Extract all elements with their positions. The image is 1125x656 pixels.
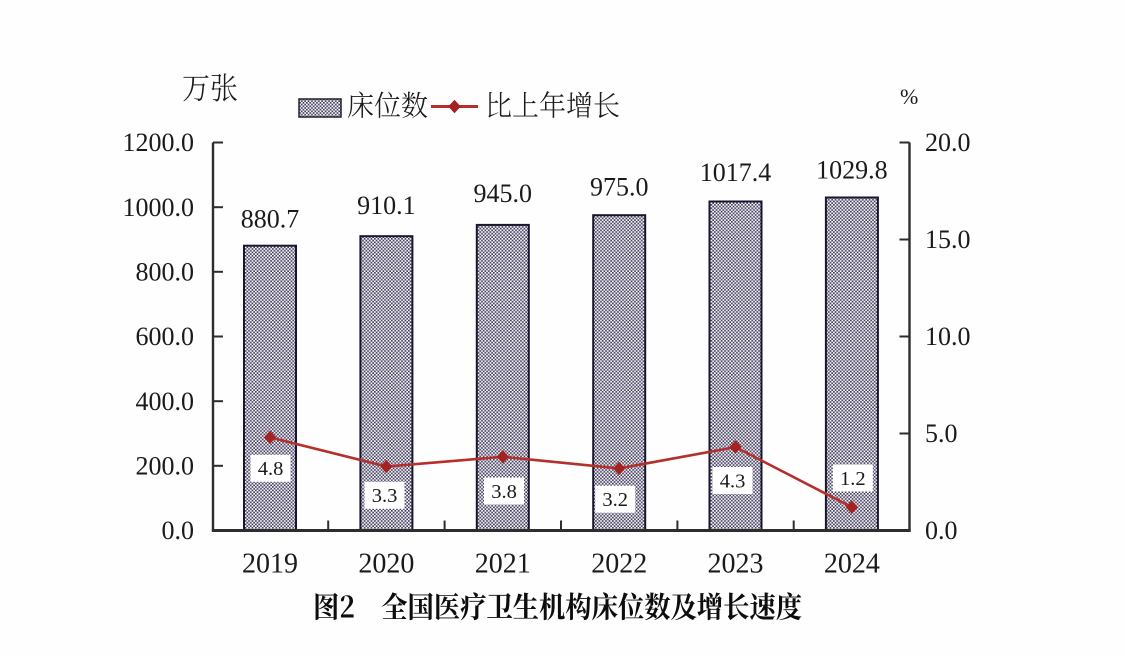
svg-text:1000.0: 1000.0 (123, 193, 195, 222)
svg-text:2024: 2024 (824, 549, 880, 580)
svg-text:%: % (900, 84, 918, 109)
svg-text:0.0: 0.0 (162, 516, 195, 545)
svg-text:0.0: 0.0 (925, 516, 958, 545)
svg-text:10.0: 10.0 (925, 322, 971, 351)
svg-text:400.0: 400.0 (136, 387, 195, 416)
svg-text:15.0: 15.0 (925, 225, 971, 254)
svg-text:5.0: 5.0 (925, 419, 958, 448)
svg-text:2021: 2021 (475, 549, 531, 580)
svg-text:2022: 2022 (591, 549, 647, 580)
svg-text:880.7: 880.7 (241, 205, 300, 234)
svg-text:1029.8: 1029.8 (816, 156, 888, 185)
svg-text:1017.4: 1017.4 (700, 158, 772, 187)
svg-text:3.8: 3.8 (491, 481, 517, 503)
svg-text:4.3: 4.3 (720, 470, 746, 492)
svg-text:2020: 2020 (358, 549, 414, 580)
svg-text:1.2: 1.2 (840, 468, 866, 490)
svg-text:20.0: 20.0 (925, 128, 971, 157)
svg-text:4.8: 4.8 (258, 458, 284, 480)
svg-text:800.0: 800.0 (136, 257, 195, 286)
svg-text:945.0: 945.0 (474, 179, 533, 208)
svg-text:2019: 2019 (242, 549, 298, 580)
svg-text:200.0: 200.0 (136, 451, 195, 480)
svg-text:3.2: 3.2 (602, 489, 628, 511)
svg-text:1200.0: 1200.0 (123, 128, 195, 157)
svg-text:2023: 2023 (708, 549, 764, 580)
svg-text:910.1: 910.1 (357, 191, 416, 220)
svg-text:600.0: 600.0 (136, 322, 195, 351)
svg-text:3.3: 3.3 (372, 485, 398, 507)
svg-text:975.0: 975.0 (590, 173, 649, 202)
